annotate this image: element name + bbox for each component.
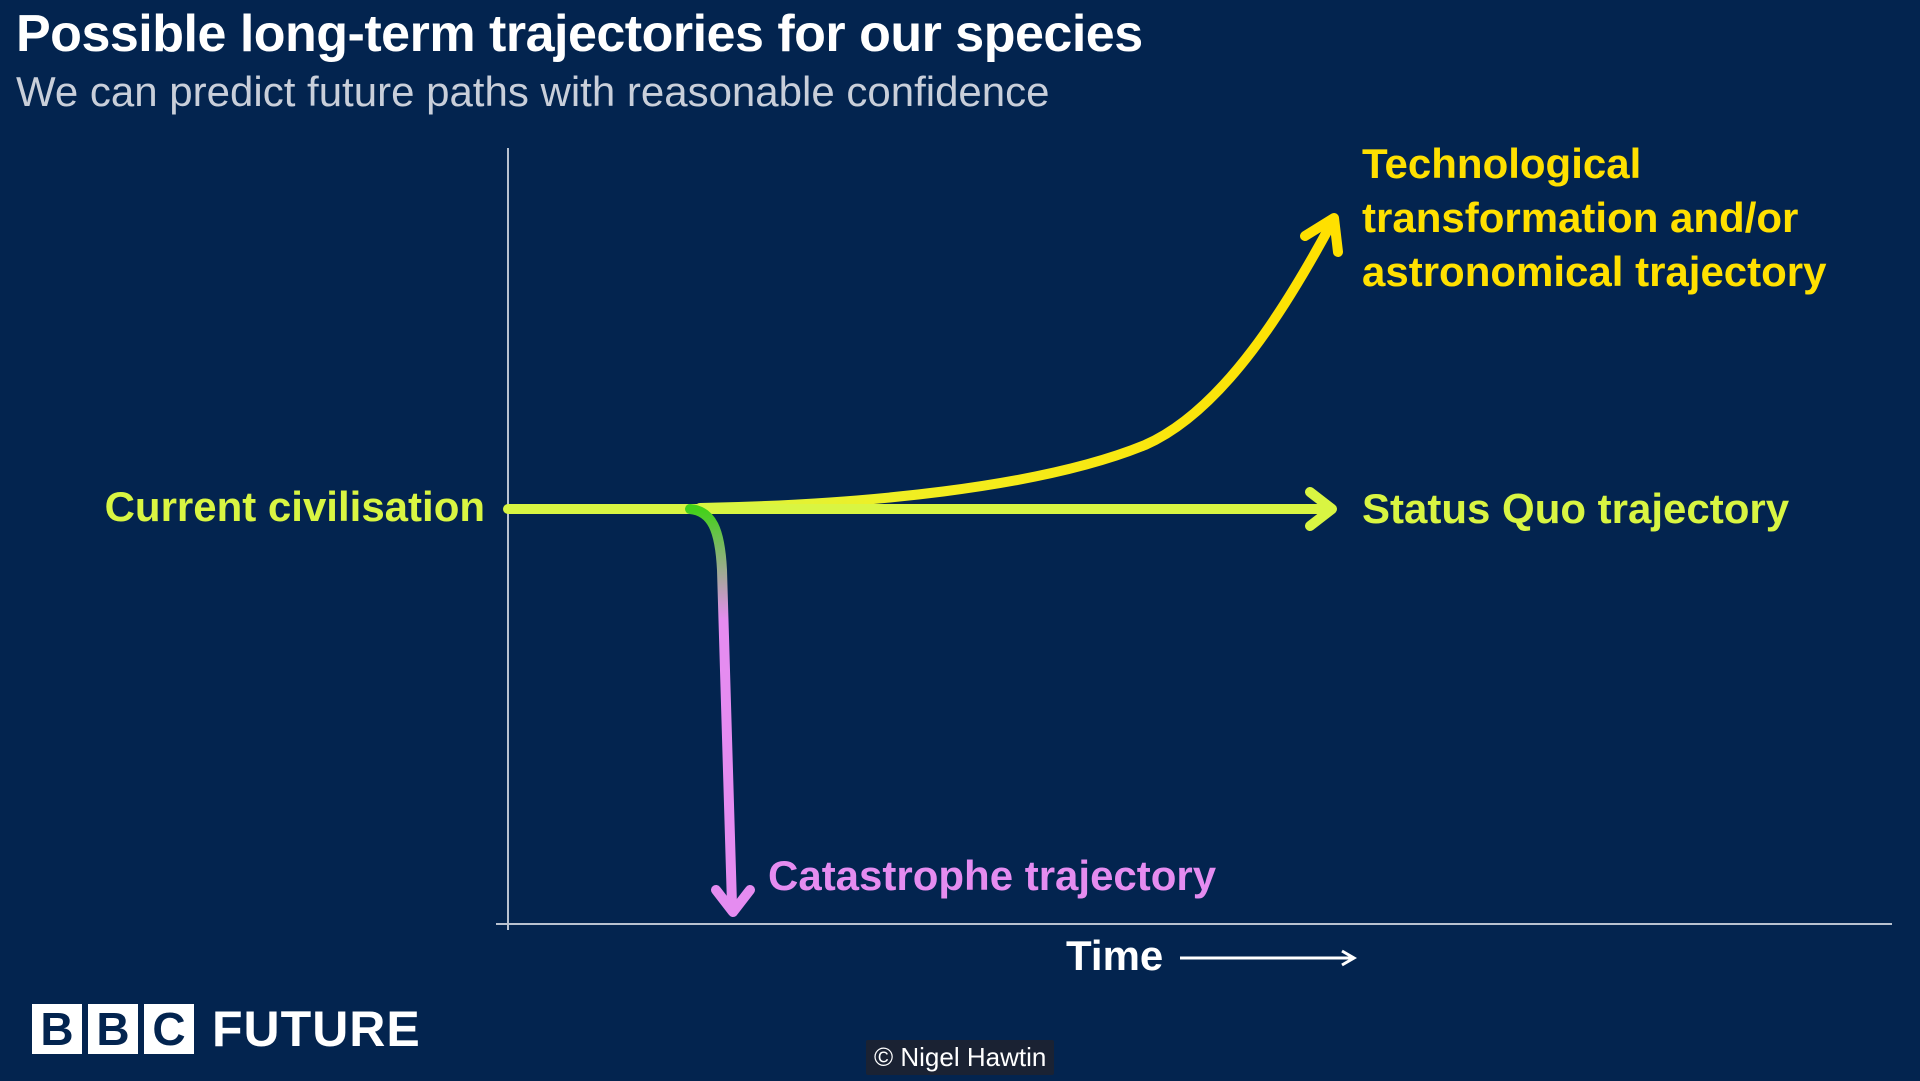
logo-letter-b1: B xyxy=(32,1004,82,1054)
catastrophe-label: Catastrophe trajectory xyxy=(768,852,1217,899)
page-title: Possible long-term trajectories for our … xyxy=(16,5,1143,63)
logo-letter-b2: B xyxy=(88,1004,138,1054)
status-quo-arrowhead xyxy=(1305,487,1337,531)
logo-product-name: FUTURE xyxy=(212,1001,421,1057)
logo-letter-c: C xyxy=(144,1004,194,1054)
bbc-future-logo: B B C FUTURE xyxy=(32,1000,421,1058)
status-quo-label: Status Quo trajectory xyxy=(1362,485,1790,532)
technological-label-line-1: Technological xyxy=(1362,140,1641,187)
technological-trajectory-arrowhead xyxy=(1300,213,1343,257)
technological-trajectory-line xyxy=(695,221,1335,513)
time-axis-label: Time xyxy=(1066,932,1163,979)
technological-label-line-3: astronomical trajectory xyxy=(1362,248,1827,295)
catastrophe-trajectory-line xyxy=(685,504,737,910)
page-subtitle: We can predict future paths with reasona… xyxy=(16,68,1050,115)
time-arrow-head xyxy=(1341,949,1357,967)
technological-label-line-2: transformation and/or xyxy=(1362,194,1798,241)
image-credit: © Nigel Hawtin xyxy=(866,1040,1055,1075)
catastrophe-arrowhead xyxy=(711,885,755,917)
current-civilisation-label: Current civilisation xyxy=(105,483,485,530)
